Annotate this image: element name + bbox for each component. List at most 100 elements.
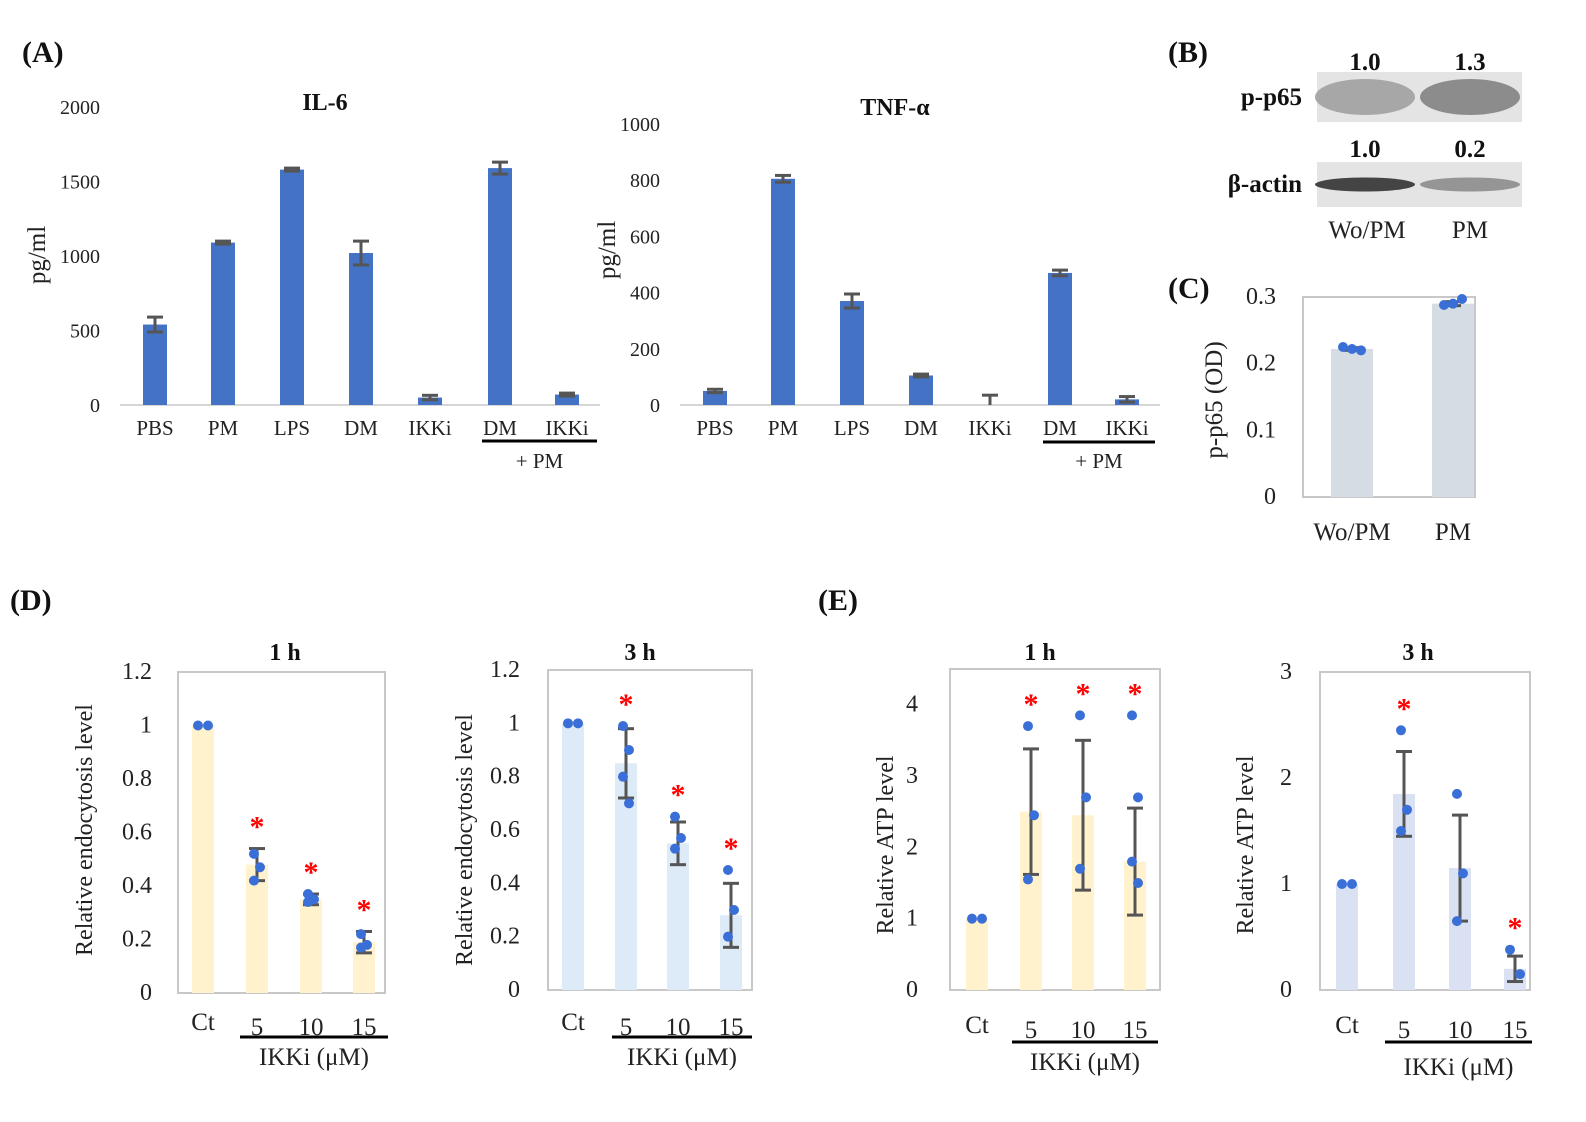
x-tick-label: PM [1435, 519, 1471, 546]
y-axis-label: pg/ml [24, 226, 51, 284]
chart-il6: IL-6 pg/ml 0 500 1000 1500 2000 PBS PM LPS DM IKKi D… [24, 90, 600, 473]
x-tick-label: 5 [620, 1014, 633, 1041]
data-point [1133, 792, 1143, 803]
significance-asterisk: * [357, 893, 372, 926]
bar [1072, 815, 1094, 990]
chart-title: 1 h [1024, 640, 1055, 666]
chart-title: IL-6 [302, 90, 347, 116]
plot-frame [1302, 296, 1476, 498]
plot-frame [177, 671, 386, 994]
data-point [1023, 874, 1033, 885]
x-tick-label: 10 [1071, 1017, 1096, 1044]
blot-lane-label: PM [1452, 217, 1488, 244]
x-axis-label: IKKi (μM) [1404, 1054, 1514, 1081]
y-tick-label: 0.6 [122, 820, 152, 846]
y-tick-label: 0 [140, 980, 152, 1006]
data-point [1337, 879, 1347, 889]
western-blot: p-p65 β-actin 1.0 1.3 1.0 0.2 Wo/PM PM [1228, 49, 1522, 244]
significance-asterisk: * [1076, 677, 1091, 710]
bar [280, 169, 304, 405]
x-tick-label: LPS [274, 416, 310, 440]
y-tick-label: 0.4 [122, 873, 152, 899]
y-tick-label: 0.6 [490, 817, 520, 843]
bar [1432, 303, 1474, 497]
bar [488, 168, 512, 405]
data-point [618, 721, 628, 731]
data-point [1081, 792, 1091, 803]
panel-label-a: (A) [22, 36, 64, 69]
x-tick-label: DM [904, 416, 938, 440]
blot-lane-label: Wo/PM [1328, 217, 1405, 244]
data-point [1347, 344, 1357, 354]
x-axis-label: IKKi (μM) [1030, 1049, 1140, 1076]
chart-atp1h: 1 h Relative ATP level 0 1 2 3 4 Ct * 5 * 10 * 15 IKKi… [873, 640, 1161, 1076]
significance-asterisk: * [1024, 688, 1039, 721]
y-tick-label: 1000 [620, 114, 660, 136]
y-tick-label: 1 [140, 713, 152, 739]
y-tick-label: 400 [630, 283, 660, 305]
blot-band [1420, 177, 1520, 192]
data-point [249, 875, 259, 886]
x-axis-label: IKKi (μM) [259, 1044, 369, 1071]
x-tick-label: IKKi [968, 416, 1011, 440]
bar [211, 242, 235, 405]
bar [1048, 272, 1072, 405]
data-point [723, 931, 733, 942]
panel-label-d: (D) [10, 584, 52, 617]
data-point [255, 862, 265, 873]
blot-value: 1.0 [1349, 136, 1380, 163]
x-tick-label: Ct [1335, 1012, 1359, 1039]
x-tick-label: PBS [696, 416, 733, 440]
panel-label-e: (E) [818, 584, 858, 617]
data-point [303, 897, 313, 908]
significance-asterisk: * [1397, 692, 1412, 725]
data-point [1452, 916, 1462, 927]
blot-value: 0.2 [1454, 136, 1485, 163]
group-label: + PM [516, 449, 564, 473]
plot-frame [547, 669, 753, 991]
data-point [1515, 969, 1525, 980]
chart-title: 3 h [624, 640, 655, 666]
blot-band [1315, 177, 1415, 192]
bar [349, 253, 373, 405]
x-tick-label: DM [1043, 416, 1077, 440]
y-axis-label: p-p65 (OD) [1201, 341, 1228, 458]
bar [353, 942, 375, 993]
data-point [356, 942, 366, 953]
y-tick-label: 2 [906, 834, 918, 860]
data-point [1023, 721, 1033, 732]
bar [1449, 868, 1471, 990]
data-point [729, 905, 739, 915]
blot-row-label: β-actin [1228, 171, 1302, 198]
bar [143, 324, 167, 405]
y-axis-label: Relative endocytosis level [72, 704, 98, 956]
bar [615, 763, 637, 990]
x-tick-label: 15 [1503, 1017, 1528, 1044]
x-tick-label: 5 [1398, 1017, 1411, 1044]
data-point [249, 848, 259, 859]
y-tick-label: 0 [1280, 977, 1292, 1003]
y-tick-label: 1.2 [490, 657, 520, 683]
chart-endo1h: 1 h Relative endocytosis level 0 0.2 0.4 0.6 0… [72, 640, 388, 1071]
blot-value: 1.0 [1349, 49, 1380, 76]
y-tick-label: 0.8 [122, 766, 152, 792]
y-tick-label: 0 [906, 977, 918, 1003]
y-axis-label: pg/ml [594, 221, 621, 279]
y-tick-label: 1 [906, 906, 918, 932]
chart-atp3h: 3 h Relative ATP level 0 1 2 3 Ct * 5 10 * 15 IKKi (… [1233, 640, 1532, 1081]
bar [1020, 811, 1042, 990]
data-point [1133, 878, 1143, 888]
y-tick-label: 0.4 [490, 870, 520, 896]
bar [562, 723, 584, 990]
x-tick-label: IKKi [1105, 416, 1148, 440]
x-tick-label: IKKi [408, 416, 451, 440]
chart-p65: p-p65 (OD) 0 0.1 0.2 0.3 Wo/PM PM [1201, 284, 1476, 546]
chart-tnf: TNF-α pg/ml 0 200 400 600 800 1000 PBS PM LPS DM IKK… [594, 95, 1160, 473]
x-tick-label: LPS [834, 416, 870, 440]
blot-value: 1.3 [1454, 49, 1485, 76]
y-axis-label: Relative ATP level [1233, 755, 1259, 934]
y-tick-label: 0.3 [1246, 284, 1276, 310]
data-point [723, 865, 733, 875]
data-point [624, 745, 634, 755]
y-tick-label: 0 [1264, 484, 1276, 510]
